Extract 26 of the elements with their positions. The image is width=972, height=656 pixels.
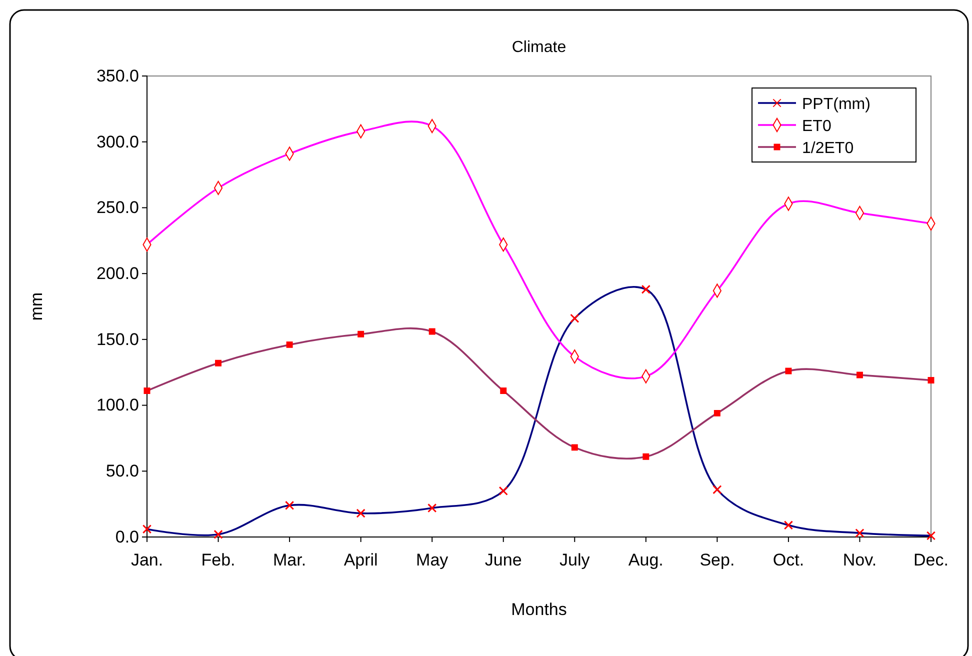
x-tick-label: April bbox=[344, 550, 378, 570]
y-tick-label: 0.0 bbox=[115, 527, 139, 546]
chart-title: Climate bbox=[512, 39, 566, 56]
y-tick-label: 200.0 bbox=[96, 264, 139, 284]
y-axis-title: mm bbox=[27, 292, 46, 321]
y-tick-label: 50.0 bbox=[106, 462, 139, 481]
x-tick-label: Feb. bbox=[201, 550, 236, 570]
legend-label: 1/2ET0 bbox=[802, 140, 854, 157]
y-tick-label: 100.0 bbox=[96, 396, 139, 415]
x-tick-label: Jan. bbox=[130, 550, 164, 570]
x-tick-label: Mar. bbox=[273, 550, 306, 570]
y-tick-label: 150.0 bbox=[96, 330, 139, 349]
y-tick-label: 350.0 bbox=[96, 66, 139, 86]
x-tick-label: Nov. bbox=[842, 550, 877, 570]
x-tick-label: Dec. bbox=[914, 550, 948, 570]
x-tick-label: May bbox=[416, 550, 449, 570]
y-tick-label: 300.0 bbox=[96, 132, 139, 152]
y-tick-label: 250.0 bbox=[96, 198, 139, 218]
x-tick-label: Sep. bbox=[700, 550, 735, 570]
legend-label: ET0 bbox=[802, 118, 832, 135]
x-tick-label: Aug. bbox=[628, 550, 664, 570]
x-tick-label: Oct. bbox=[772, 550, 804, 570]
legend-label: PPT(mm) bbox=[802, 96, 870, 113]
x-axis-title: Months bbox=[511, 600, 567, 619]
x-tick-label: June bbox=[484, 550, 522, 570]
x-tick-label: July bbox=[560, 550, 590, 570]
